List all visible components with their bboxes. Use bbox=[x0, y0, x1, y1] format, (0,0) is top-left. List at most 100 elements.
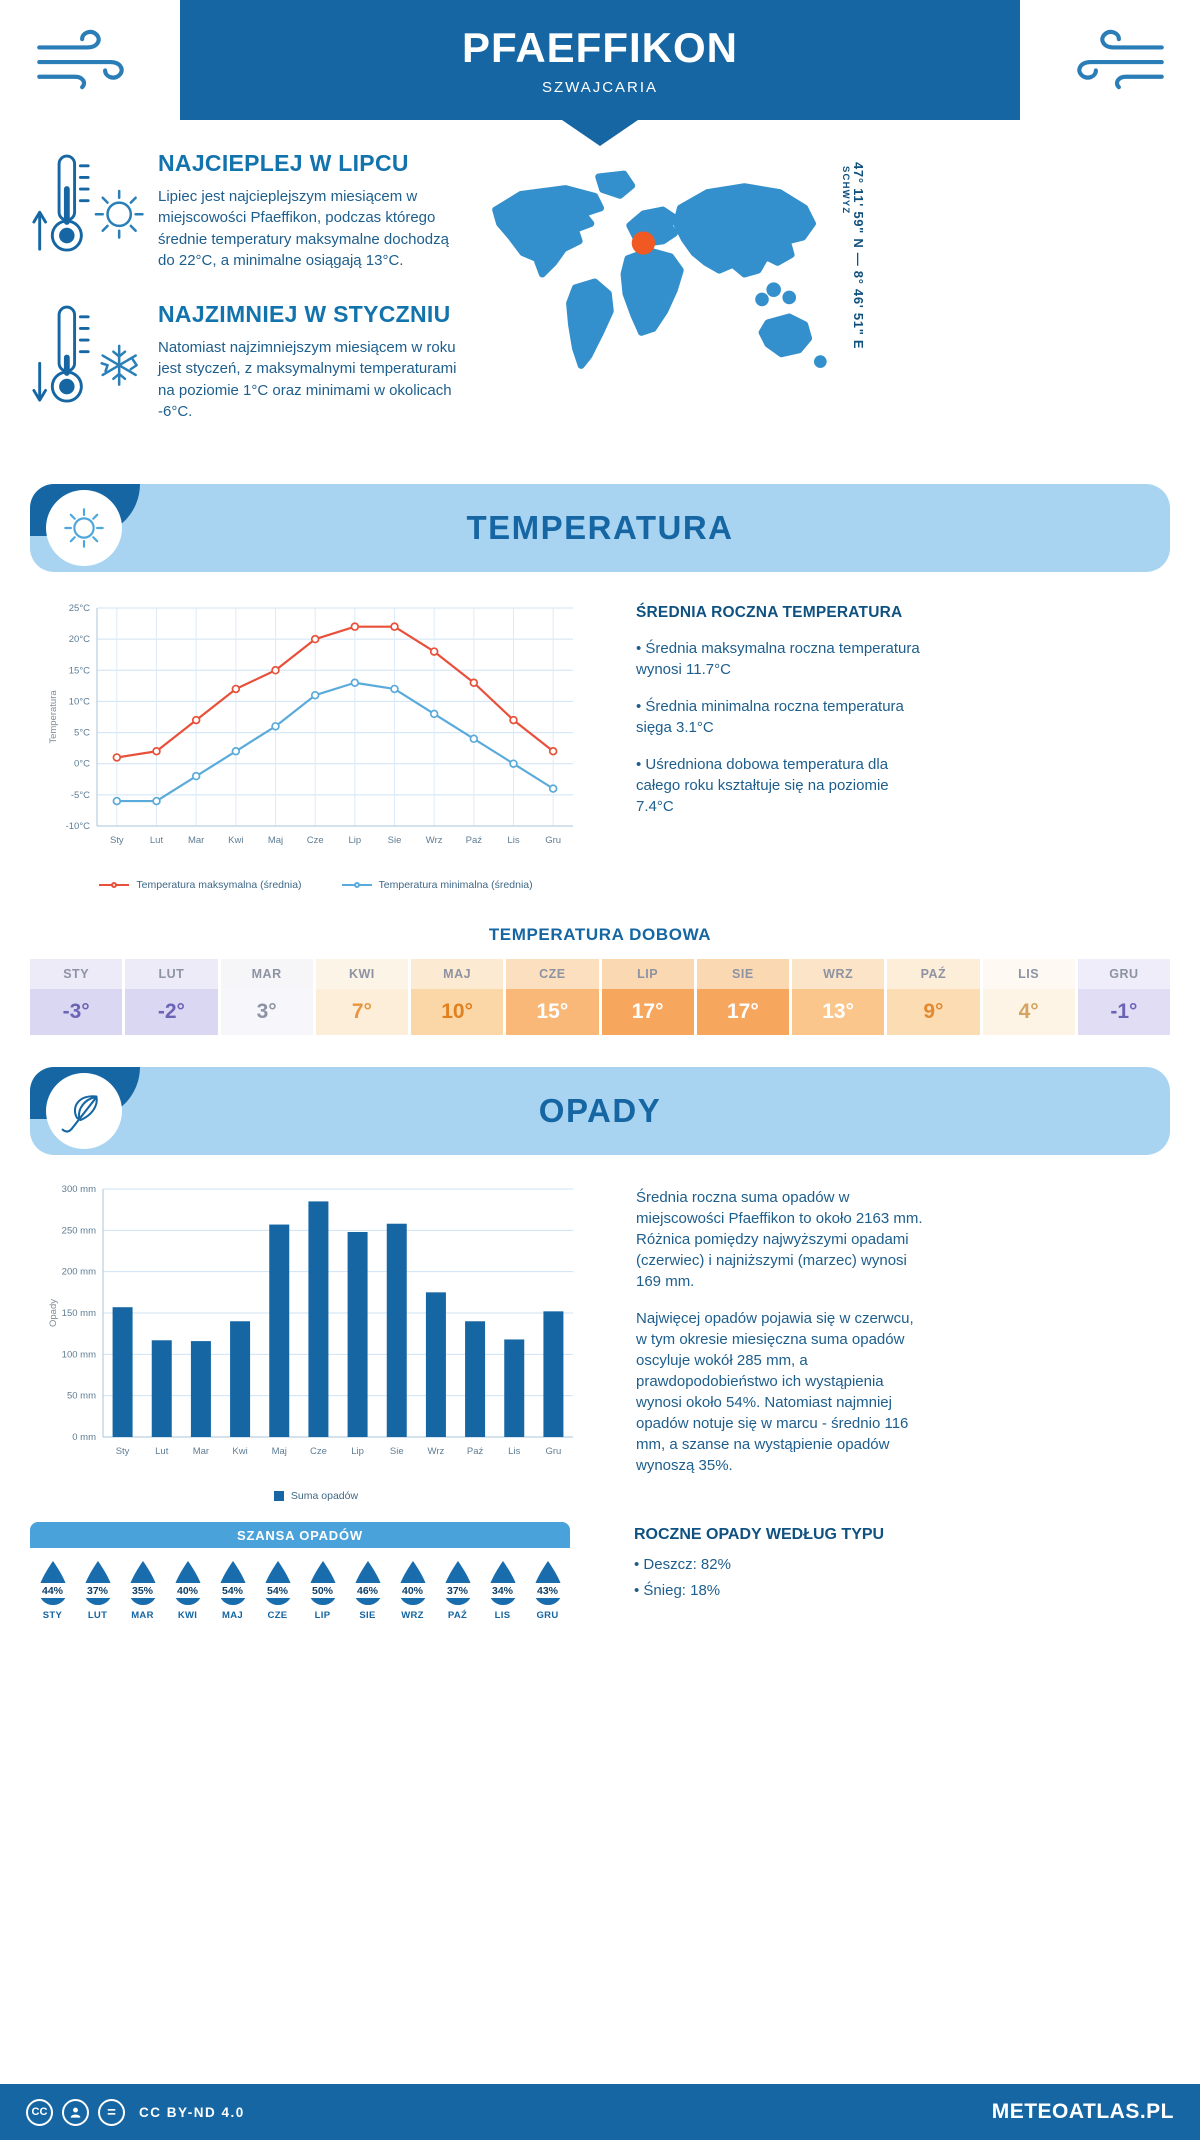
precipitation-chart-legend: Suma opadów bbox=[30, 1490, 602, 1502]
precipitation-bottom-row: SZANSA OPADÓW 44% STY 37% LUT 35% MAR 40% KWI 54… bbox=[0, 1522, 1200, 1621]
precipitation-section-title: OPADY bbox=[538, 1092, 662, 1130]
daily-month-header: PAŹ bbox=[887, 959, 980, 990]
daily-table-column: MAR 3° bbox=[220, 959, 313, 1036]
svg-text:Maj: Maj bbox=[272, 1446, 287, 1457]
droplet-item: 34% LIS bbox=[482, 1560, 523, 1621]
daily-table-column: WRZ 13° bbox=[792, 959, 885, 1036]
daily-temp-value: 10° bbox=[411, 989, 504, 1036]
chance-month: PAŹ bbox=[447, 1610, 468, 1622]
daily-temp-value: -2° bbox=[125, 989, 218, 1036]
daily-table-column: GRU -1° bbox=[1077, 959, 1170, 1036]
daily-temp-value: -1° bbox=[1077, 989, 1170, 1036]
svg-text:-5°C: -5°C bbox=[71, 790, 90, 801]
legend-item: Suma opadów bbox=[273, 1490, 358, 1502]
footer: CC = CC BY-ND 4.0 METEOATLAS.PL bbox=[0, 2084, 1200, 2140]
world-map bbox=[482, 162, 832, 399]
svg-text:150 mm: 150 mm bbox=[62, 1308, 96, 1319]
temperature-banner: TEMPERATURA bbox=[30, 484, 1170, 573]
svg-text:0°C: 0°C bbox=[74, 759, 90, 770]
cc-icon: CC bbox=[26, 2098, 53, 2126]
chance-value: 40% bbox=[395, 1583, 430, 1599]
temperature-summary: ŚREDNIA ROCZNA TEMPERATURA Średnia maksy… bbox=[636, 594, 928, 891]
chance-month: MAJ bbox=[222, 1610, 243, 1622]
daily-temp-value: 4° bbox=[982, 989, 1075, 1036]
chance-month: LIS bbox=[494, 1610, 511, 1622]
temperature-chart-legend: Temperatura maksymalna (średnia) Temperat… bbox=[30, 879, 602, 891]
svg-text:Sty: Sty bbox=[110, 835, 124, 846]
chance-month: KWI bbox=[177, 1610, 198, 1622]
droplet-item: 37% LUT bbox=[77, 1560, 118, 1621]
chance-value: 44% bbox=[35, 1583, 70, 1599]
daily-table-column: MAJ 10° bbox=[411, 959, 504, 1036]
geo-labels: SCHWYZ 47° 11' 59" N — 8° 46' 51" E bbox=[840, 162, 866, 349]
svg-text:Kwi: Kwi bbox=[228, 835, 243, 846]
temperature-bullet-max: Średnia maksymalna roczna temperatura wy… bbox=[636, 638, 928, 680]
chance-value: 43% bbox=[530, 1583, 565, 1599]
svg-text:Paź: Paź bbox=[467, 1446, 484, 1457]
warmest-block: NAJCIEPLEJ W LIPCU Lipiec jest najcieple… bbox=[30, 150, 482, 271]
temperature-line-chart: 25°C 20°C 15°C 10°C 5°C 0°C -5°C -10°C Sty Lut Mar… bbox=[48, 603, 573, 846]
license-label: CC BY-ND 4.0 bbox=[139, 2104, 245, 2120]
coldest-title: NAJZIMNIEJ W STYCZNIU bbox=[158, 301, 451, 328]
wind-icon-left bbox=[0, 0, 180, 120]
temperature-content: 25°C 20°C 15°C 10°C 5°C 0°C -5°C -10°C Sty Lut Mar… bbox=[0, 594, 1200, 891]
droplet-item: 40% WRZ bbox=[392, 1560, 433, 1621]
cc-by-person-icon bbox=[62, 2098, 89, 2126]
temperature-bullet-avg: Uśredniona dobowa temperatura dla całego… bbox=[636, 754, 928, 817]
svg-text:20°C: 20°C bbox=[69, 635, 90, 646]
svg-text:Lis: Lis bbox=[507, 835, 519, 846]
daily-temp-value: 17° bbox=[601, 989, 694, 1036]
svg-text:Lis: Lis bbox=[508, 1446, 520, 1457]
chance-value: 40% bbox=[170, 1583, 205, 1599]
intro-section: NAJCIEPLEJ W LIPCU Lipiec jest najcieple… bbox=[0, 150, 1200, 452]
chance-value: 54% bbox=[260, 1583, 295, 1599]
svg-text:Lip: Lip bbox=[348, 835, 361, 846]
warmest-text: Lipiec jest najcieplejszym miesiącem w m… bbox=[158, 188, 449, 269]
chance-value: 54% bbox=[215, 1583, 250, 1599]
title-banner: PFAEFFIKON SZWAJCARIA bbox=[180, 0, 1020, 120]
daily-temp-value: -3° bbox=[30, 989, 123, 1036]
droplet-row: 44% STY 37% LUT 35% MAR 40% KWI 54% MAJ 54% CZE 50% L… bbox=[30, 1560, 570, 1621]
cc-nd-icon: = bbox=[98, 2098, 125, 2126]
svg-text:Cze: Cze bbox=[310, 1446, 327, 1457]
svg-text:Opady: Opady bbox=[48, 1299, 59, 1327]
precipitation-paragraph-2: Najwięcej opadów pojawia się w czerwcu, … bbox=[636, 1310, 914, 1475]
chance-value: 46% bbox=[350, 1583, 385, 1599]
droplet-item: 44% STY bbox=[32, 1560, 73, 1621]
svg-text:250 mm: 250 mm bbox=[62, 1226, 96, 1237]
svg-text:10°C: 10°C bbox=[69, 697, 90, 708]
precipitation-chance-title: SZANSA OPADÓW bbox=[30, 1522, 570, 1549]
daily-month-header: SIE bbox=[696, 959, 789, 990]
svg-text:Lip: Lip bbox=[351, 1446, 364, 1457]
svg-text:0 mm: 0 mm bbox=[72, 1432, 96, 1443]
chance-month: WRZ bbox=[401, 1610, 424, 1622]
coordinates-label: 47° 11' 59" N — 8° 46' 51" E bbox=[851, 162, 866, 350]
daily-table-column: SIE 17° bbox=[696, 959, 789, 1036]
header: PFAEFFIKON SZWAJCARIA bbox=[0, 0, 1200, 120]
chance-month: GRU bbox=[536, 1610, 559, 1622]
brand-link[interactable]: METEOATLAS.PL bbox=[991, 2100, 1174, 2123]
thermometer-cold-icon bbox=[30, 301, 158, 422]
chance-month: STY bbox=[42, 1610, 63, 1622]
svg-text:Cze: Cze bbox=[307, 835, 324, 846]
legend-item: Temperatura maksymalna (średnia) bbox=[99, 879, 302, 891]
svg-text:Sie: Sie bbox=[390, 1446, 404, 1457]
daily-month-header: MAJ bbox=[411, 959, 504, 990]
daily-month-header: MAR bbox=[220, 959, 313, 990]
chance-value: 50% bbox=[305, 1583, 340, 1599]
svg-text:Temperatura: Temperatura bbox=[48, 690, 59, 744]
svg-text:100 mm: 100 mm bbox=[62, 1350, 96, 1361]
precipitation-summary: Średnia roczna suma opadów w miejscowośc… bbox=[636, 1177, 928, 1502]
svg-text:50 mm: 50 mm bbox=[67, 1391, 96, 1402]
daily-temp-value: 7° bbox=[315, 989, 408, 1036]
svg-text:5°C: 5°C bbox=[74, 728, 90, 739]
chance-value: 37% bbox=[440, 1583, 475, 1599]
precipitation-content: 300 mm 250 mm 200 mm 150 mm 100 mm 50 mm 0 mm S… bbox=[0, 1177, 1200, 1502]
location-map-block: SCHWYZ 47° 11' 59" N — 8° 46' 51" E bbox=[482, 150, 866, 452]
sun-banner-icon bbox=[46, 490, 122, 567]
daily-temp-value: 15° bbox=[506, 989, 599, 1036]
cc-license-icons: CC = bbox=[26, 2098, 125, 2126]
daily-month-header: LIP bbox=[601, 959, 694, 990]
chance-month: SIE bbox=[359, 1610, 376, 1622]
page-subtitle: SZWAJCARIA bbox=[541, 79, 659, 96]
